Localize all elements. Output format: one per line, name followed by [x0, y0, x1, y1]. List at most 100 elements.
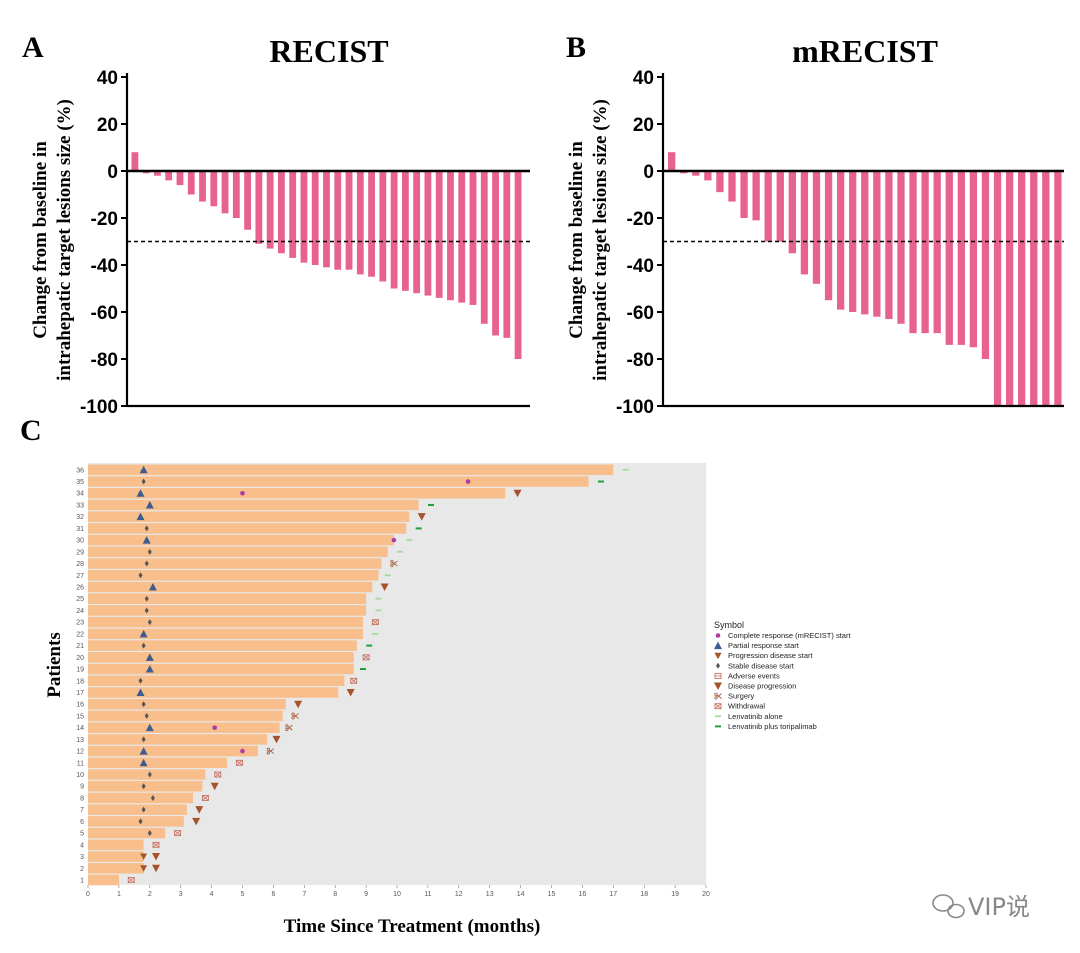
patient-label: 36 — [76, 467, 84, 474]
bar-b — [716, 171, 724, 193]
legend-item-label: Progression disease start — [728, 651, 814, 660]
disease-progression-marker — [195, 806, 204, 814]
patient-bar — [88, 863, 144, 874]
patient-label: 6 — [80, 819, 84, 826]
patient-label: 19 — [76, 667, 84, 674]
bar-a — [345, 171, 353, 270]
symbol-sd — [147, 830, 152, 837]
symbol-adverse — [714, 672, 722, 679]
partial-response-marker — [148, 583, 157, 591]
patient-label: 16 — [76, 702, 84, 709]
surgery-ring — [266, 751, 270, 755]
patient-label: 17 — [76, 690, 84, 697]
disease-progression-marker — [417, 513, 426, 521]
patient-bar — [88, 534, 394, 546]
patient-bar — [88, 558, 382, 569]
y-tick-label-b: -100 — [616, 397, 654, 418]
symbol-sd — [138, 677, 143, 684]
symbol-surgery — [714, 692, 722, 700]
patient-bar — [88, 816, 184, 827]
symbol-pr — [145, 653, 154, 661]
surgery-ring — [291, 712, 295, 716]
symbol-pr — [136, 512, 145, 521]
withdrawal-cross — [128, 877, 135, 883]
patient-label: 2 — [80, 866, 84, 873]
waterfall-panel-a: A RECIST Change from baseline in intrahe… — [22, 31, 530, 418]
withdrawal-box — [152, 841, 160, 848]
patient-label: 32 — [76, 514, 84, 521]
stable-disease-marker — [138, 677, 143, 684]
bar-a — [480, 171, 488, 324]
stable-disease-marker — [141, 806, 146, 813]
patient-bar — [88, 769, 206, 780]
symbol-surgery — [266, 747, 275, 755]
symbol-withdrawal — [174, 830, 182, 837]
x-tick-label: 1 — [117, 891, 121, 898]
symbol-withdrawal — [714, 703, 722, 710]
x-tick-label: 10 — [393, 891, 401, 898]
symbol-pd_start — [140, 853, 148, 861]
bar-b — [969, 171, 978, 348]
surgery-blade — [269, 749, 275, 754]
symbol-cr — [240, 490, 245, 496]
surgery-ring — [714, 692, 718, 696]
symbol-pd_start — [140, 865, 148, 872]
partial-response-marker — [145, 665, 154, 673]
withdrawal-box — [127, 877, 135, 883]
withdrawal-box — [362, 654, 370, 661]
x-tick-label: 8 — [333, 891, 337, 898]
wechat-icon — [932, 894, 965, 919]
x-tick-label: 17 — [609, 891, 617, 898]
patient-label: 33 — [76, 502, 84, 509]
patient-bar — [88, 851, 144, 862]
partial-response-marker — [139, 629, 148, 638]
patient-bar — [88, 546, 388, 558]
symbol-progression — [195, 806, 204, 814]
bar-a — [356, 171, 364, 275]
disease-progression-marker — [380, 583, 389, 591]
bar-a — [323, 171, 330, 268]
partial-response-marker — [142, 536, 151, 544]
symbol-pr — [148, 583, 157, 591]
x-tick-label: 11 — [424, 891, 431, 898]
patient-label: 29 — [76, 549, 84, 556]
bar-a — [289, 171, 297, 258]
surgery-ring — [285, 727, 289, 732]
x-tick-label: 16 — [579, 891, 587, 898]
patient-bar — [88, 827, 166, 839]
symbol-cr — [465, 479, 471, 484]
symbol-sd — [144, 712, 149, 719]
symbol-cr — [715, 633, 721, 638]
symbol-withdrawal — [201, 795, 209, 801]
withdrawal-box — [201, 795, 209, 801]
partial-response-marker — [145, 653, 154, 661]
patient-label: 3 — [80, 854, 84, 861]
symbol-withdrawal — [350, 677, 358, 684]
y-axis-label-a-line2: intrahepatic target lesions size (%) — [54, 99, 75, 381]
patient-label: 11 — [77, 760, 84, 767]
x-tick-label: 2 — [148, 891, 152, 898]
patient-bar — [88, 616, 364, 628]
patient-label: 35 — [76, 479, 84, 486]
symbol-sd — [141, 736, 146, 743]
symbol-progression — [714, 682, 722, 690]
disease-progression-marker — [192, 817, 201, 826]
bar-b — [945, 171, 953, 345]
complete-response-marker — [715, 633, 721, 638]
symbol-cr — [212, 725, 217, 730]
withdrawal-cross — [350, 677, 357, 684]
stable-disease-marker — [147, 830, 152, 837]
bar-a — [413, 171, 421, 294]
bar-a — [492, 171, 499, 336]
legend-title: Symbol — [714, 620, 744, 630]
patient-label: 25 — [76, 596, 84, 603]
bar-b — [861, 171, 869, 315]
x-tick-label: 9 — [364, 891, 368, 898]
disease-progression-marker — [513, 489, 522, 498]
symbol-pr — [714, 641, 722, 650]
stable-disease-marker — [147, 771, 152, 778]
symbol-sd — [138, 818, 143, 825]
bar-a — [221, 171, 229, 214]
symbol-cr — [240, 748, 245, 754]
y-axis-label-b-line1: Change from baseline in — [566, 141, 587, 339]
